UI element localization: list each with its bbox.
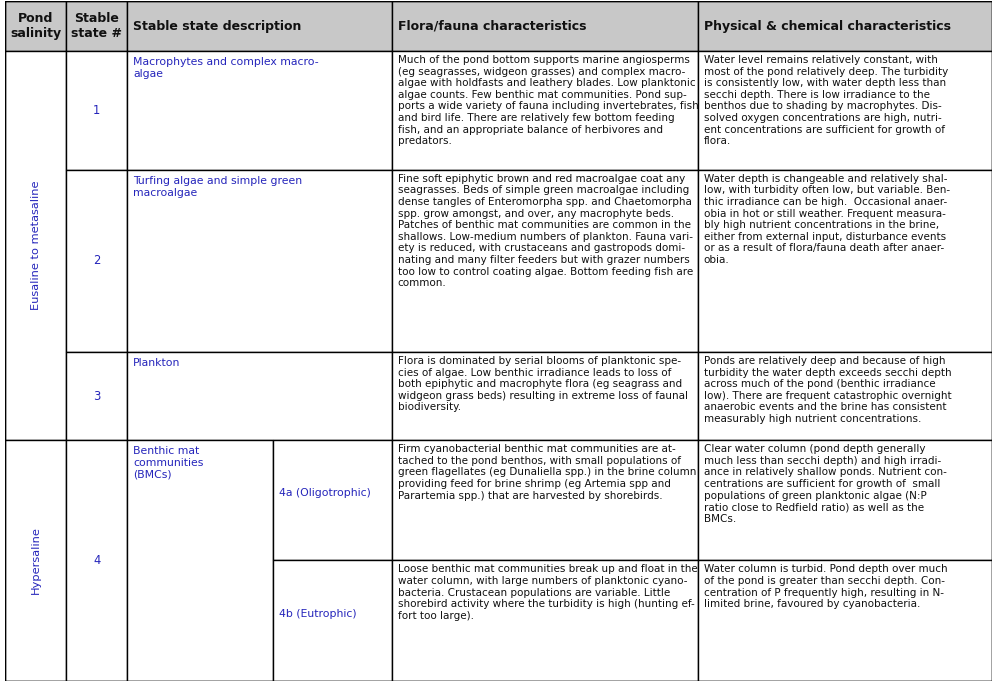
Text: Water column is turbid. Pond depth over much
of the pond is greater than secchi : Water column is turbid. Pond depth over … bbox=[704, 565, 947, 609]
Text: Stable state description: Stable state description bbox=[133, 20, 301, 33]
Bar bbox=[698, 51, 992, 170]
Text: Plankton: Plankton bbox=[133, 358, 181, 368]
Bar bbox=[392, 51, 698, 170]
Bar bbox=[127, 352, 392, 440]
Text: Clear water column (pond depth generally
much less than secchi depth) and high i: Clear water column (pond depth generally… bbox=[704, 444, 946, 524]
Text: Loose benthic mat communities break up and float in the
water column, with large: Loose benthic mat communities break up a… bbox=[398, 565, 698, 621]
Text: Much of the pond bottom supports marine angiosperms
(eg seagrasses, widgeon gras: Much of the pond bottom supports marine … bbox=[398, 55, 699, 146]
Bar bbox=[273, 561, 392, 681]
Bar bbox=[392, 561, 698, 681]
Text: Flora/fauna characteristics: Flora/fauna characteristics bbox=[398, 20, 586, 33]
Text: 2: 2 bbox=[93, 254, 100, 267]
Bar bbox=[392, 170, 698, 352]
Text: Turfing algae and simple green
macroalgae: Turfing algae and simple green macroalga… bbox=[133, 176, 302, 198]
Text: Flora is dominated by serial blooms of planktonic spe-
cies of algae. Low benthi: Flora is dominated by serial blooms of p… bbox=[398, 356, 688, 413]
Bar bbox=[392, 440, 698, 561]
Text: 4a (Oligotrophic): 4a (Oligotrophic) bbox=[279, 488, 371, 499]
Text: Firm cyanobacterial benthic mat communities are at-
tached to the pond benthos, : Firm cyanobacterial benthic mat communit… bbox=[398, 444, 696, 501]
Text: Ponds are relatively deep and because of high
turbidity the water depth exceeds : Ponds are relatively deep and because of… bbox=[704, 356, 951, 424]
Text: Eusaline to metasaline: Eusaline to metasaline bbox=[31, 181, 41, 310]
Bar bbox=[5, 440, 67, 681]
Text: 4b (Eutrophic): 4b (Eutrophic) bbox=[279, 609, 357, 619]
Text: Stable
state #: Stable state # bbox=[72, 12, 122, 40]
Text: Macrophytes and complex macro-
algae: Macrophytes and complex macro- algae bbox=[133, 57, 319, 78]
Bar bbox=[698, 352, 992, 440]
Text: Benthic mat
communities
(BMCs): Benthic mat communities (BMCs) bbox=[133, 446, 204, 479]
Bar bbox=[67, 170, 127, 352]
Bar bbox=[5, 51, 67, 440]
Bar bbox=[67, 1, 127, 51]
Bar bbox=[273, 440, 392, 561]
Bar bbox=[67, 440, 127, 681]
Text: 3: 3 bbox=[93, 389, 100, 402]
Bar bbox=[698, 440, 992, 561]
Text: Physical & chemical characteristics: Physical & chemical characteristics bbox=[704, 20, 951, 33]
Text: Hypersaline: Hypersaline bbox=[31, 527, 41, 594]
Bar bbox=[67, 51, 127, 170]
Text: Water level remains relatively constant, with
most of the pond relatively deep. : Water level remains relatively constant,… bbox=[704, 55, 948, 146]
Bar bbox=[127, 51, 392, 170]
Text: Water depth is changeable and relatively shal-
low, with turbidity often low, bu: Water depth is changeable and relatively… bbox=[704, 174, 950, 265]
Bar bbox=[392, 1, 698, 51]
Text: Pond
salinity: Pond salinity bbox=[10, 12, 61, 40]
Text: 4: 4 bbox=[93, 554, 100, 567]
Text: 1: 1 bbox=[93, 104, 100, 117]
Bar bbox=[127, 1, 392, 51]
Bar bbox=[127, 170, 392, 352]
Bar bbox=[698, 170, 992, 352]
Bar bbox=[5, 1, 67, 51]
Bar bbox=[698, 561, 992, 681]
Text: Fine soft epiphytic brown and red macroalgae coat any
seagrasses. Beds of simple: Fine soft epiphytic brown and red macroa… bbox=[398, 174, 693, 288]
Bar bbox=[698, 1, 992, 51]
Bar bbox=[392, 352, 698, 440]
Bar bbox=[67, 352, 127, 440]
Bar bbox=[127, 440, 273, 681]
